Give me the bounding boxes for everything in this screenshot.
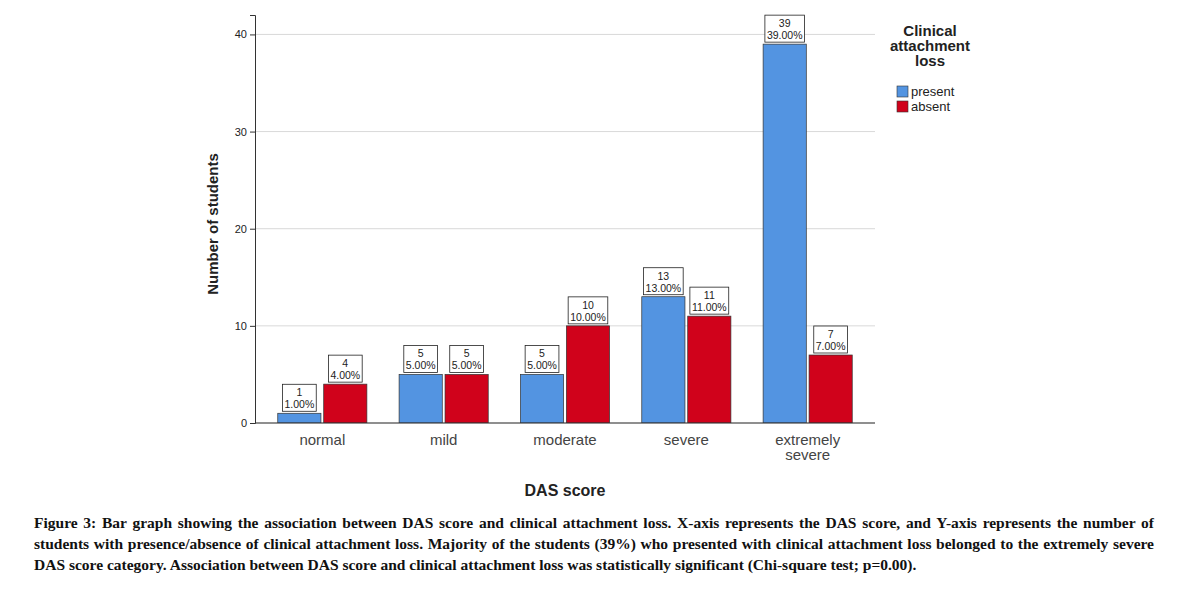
- grid-line: [255, 423, 875, 424]
- data-label-box: [404, 345, 438, 372]
- x-tick-label: severe: [664, 431, 709, 448]
- grid: [255, 34, 875, 423]
- data-label-box: [765, 15, 805, 42]
- data-label: 55.00%: [525, 345, 559, 372]
- bar: [520, 374, 563, 423]
- bar: [278, 413, 321, 423]
- bar: [763, 44, 806, 423]
- data-label-text: 5.00%: [452, 359, 482, 371]
- x-axis-title: DAS score: [525, 482, 606, 499]
- data-label-text: 39.00%: [767, 29, 803, 41]
- legend-title: Clinicalattachmentloss: [890, 22, 970, 69]
- data-label-text: 11.00%: [692, 301, 727, 313]
- x-axis: normal mild moderate severe extremelysevere: [255, 423, 875, 463]
- data-label-text: 5.00%: [527, 359, 557, 371]
- x-tick-label: mild: [430, 431, 458, 448]
- x-tick: extremelysevere: [775, 423, 841, 463]
- data-label-text: 5.00%: [406, 359, 436, 371]
- y-axis: 0 10 20 30 40: [235, 16, 256, 430]
- data-label-box: [525, 345, 559, 372]
- data-label-box: [568, 297, 608, 324]
- data-label-box: [814, 326, 848, 353]
- x-axis-line: [255, 423, 875, 424]
- y-tick: 20: [235, 223, 255, 235]
- x-tick-label: normal: [299, 431, 345, 448]
- data-label-box: [644, 268, 684, 295]
- data-label-value: 13: [658, 270, 670, 282]
- data-label-box: [282, 384, 316, 411]
- y-tick-mark: [250, 229, 255, 230]
- data-label-text: 4.00%: [330, 369, 360, 381]
- bar: [399, 374, 442, 423]
- data-label: 55.00%: [450, 345, 484, 372]
- data-label-value: 7: [828, 328, 834, 340]
- bar: [566, 326, 609, 423]
- y-tick-label: 40: [235, 28, 247, 40]
- data-label-value: 5: [418, 347, 424, 359]
- legend: Clinicalattachmentloss presentabsent: [890, 22, 970, 114]
- y-axis-title: Number of students: [204, 153, 221, 295]
- bars: [278, 44, 852, 423]
- y-tick: 30: [235, 126, 255, 138]
- data-labels: 11.00%55.00%55.00%1313.00%3939.00%44.00%…: [282, 15, 847, 411]
- y-tick-label: 20: [235, 223, 247, 235]
- data-label: 44.00%: [328, 355, 362, 382]
- data-label-text: 7.00%: [816, 340, 846, 352]
- bar: [688, 316, 731, 423]
- y-tick-label: 0: [241, 417, 247, 429]
- legend-swatch: [897, 101, 908, 112]
- y-tick: 10: [235, 320, 255, 332]
- y-tick-label: 30: [235, 126, 247, 138]
- x-tick: severe: [664, 423, 709, 448]
- y-tick-mark: [250, 326, 255, 327]
- data-label-value: 10: [582, 299, 594, 311]
- data-label-text: 13.00%: [646, 282, 682, 294]
- y-tick: 40: [235, 28, 255, 40]
- data-label-value: 5: [464, 347, 470, 359]
- x-tick: normal: [299, 423, 345, 448]
- bar: [809, 355, 852, 423]
- data-label-box: [450, 345, 484, 372]
- data-label: 11.00%: [282, 384, 316, 411]
- data-label: 1313.00%: [644, 268, 684, 295]
- legend-label: absent: [911, 99, 950, 114]
- data-label: 1010.00%: [568, 297, 608, 324]
- legend-label: present: [911, 84, 955, 99]
- y-tick-mark: [250, 132, 255, 133]
- x-tick-label: moderate: [533, 431, 596, 448]
- data-label-text: 10.00%: [570, 311, 606, 323]
- bar: [324, 384, 367, 423]
- bar: [642, 297, 685, 423]
- legend-swatch: [897, 86, 908, 97]
- data-label: 77.00%: [814, 326, 848, 353]
- y-axis-line: [250, 16, 256, 424]
- y-tick-mark: [250, 34, 255, 35]
- y-tick-label: 10: [235, 320, 247, 332]
- data-label-value: 4: [342, 357, 348, 369]
- data-label-box: [690, 287, 729, 314]
- data-label: 3939.00%: [765, 15, 805, 42]
- data-label-value: 5: [539, 347, 545, 359]
- x-tick: mild: [430, 423, 458, 448]
- data-label: 1111.00%: [690, 287, 729, 314]
- data-label-value: 11: [704, 289, 715, 301]
- data-label: 55.00%: [404, 345, 438, 372]
- data-label-value: 39: [779, 17, 791, 29]
- y-tick-mark: [250, 423, 255, 424]
- x-tick: moderate: [533, 423, 596, 448]
- y-tick: 0: [241, 417, 255, 429]
- data-label-value: 1: [296, 386, 302, 398]
- caption: Figure 3: Bar graph showing the associat…: [34, 512, 1154, 575]
- bar: [445, 374, 488, 423]
- data-label-text: 1.00%: [284, 398, 314, 410]
- x-tick-label: extremelysevere: [775, 431, 841, 464]
- data-label-box: [328, 355, 362, 382]
